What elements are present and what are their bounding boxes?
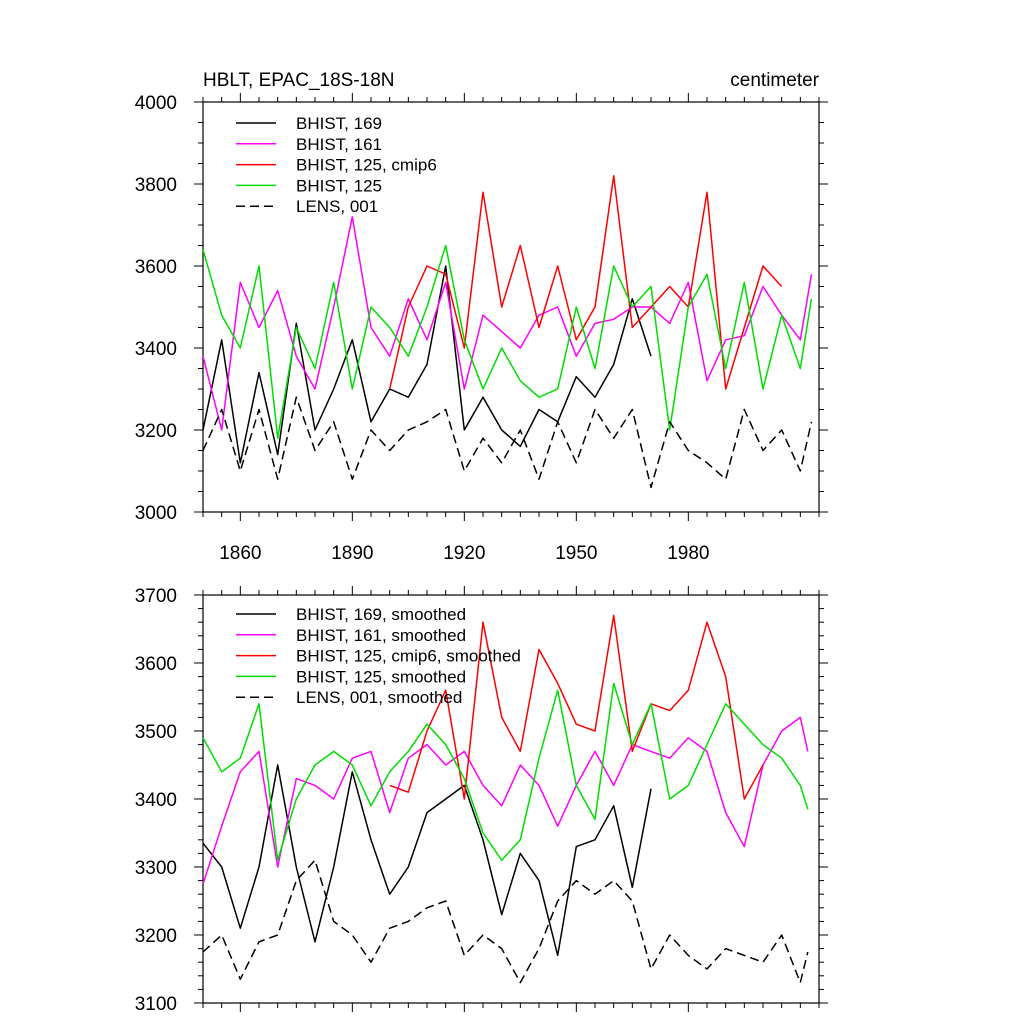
series-line-2	[389, 614, 764, 800]
y-tick-label: 3000	[135, 503, 177, 524]
legend-label: LENS, 001, smoothed	[296, 688, 462, 707]
y-tick-label: 3300	[135, 858, 177, 879]
legend-label: BHIST, 169, smoothed	[296, 605, 466, 624]
y-tick-label: 3600	[135, 257, 177, 278]
series-line-4	[202, 859, 809, 984]
series-line-1	[202, 216, 813, 431]
legend-label: BHIST, 125, smoothed	[296, 667, 466, 686]
x-tick-label: 1890	[331, 543, 373, 564]
legend-label: LENS, 001	[296, 197, 378, 216]
y-tick-label: 3700	[135, 586, 177, 607]
x-tick-label: 1860	[219, 543, 261, 564]
legend-label: BHIST, 125, cmip6, smoothed	[296, 647, 521, 666]
chart-title: HBLT, EPAC_18S-18N	[203, 70, 395, 91]
top-panel: HBLT, EPAC_18S-18N centimeter 1860 1890 1920…	[135, 70, 828, 564]
bottom-panel: 3100 3200 3300 3400 3500 3600 3700 BHIST, 169, …	[135, 586, 828, 1015]
x-tick-label: 1950	[555, 543, 597, 564]
y-tick-label: 3800	[135, 175, 177, 196]
series-line-3	[202, 682, 809, 861]
y-tick-label: 3100	[135, 994, 177, 1015]
legend-label: BHIST, 125, cmip6	[296, 156, 437, 175]
series-line-0	[202, 265, 652, 464]
x-tick-label: 1920	[443, 543, 485, 564]
y-tick-label: 3400	[135, 790, 177, 811]
legend-label: BHIST, 161	[296, 135, 382, 154]
y-tick-label: 3500	[135, 722, 177, 743]
x-tick-label: 1980	[667, 543, 709, 564]
legend-label: BHIST, 161, smoothed	[296, 626, 466, 645]
y-tick-label: 3200	[135, 421, 177, 442]
series-line-4	[202, 396, 813, 489]
series-line-1	[202, 716, 809, 885]
legend-label: BHIST, 169	[296, 114, 382, 133]
series-line-3	[202, 244, 813, 439]
legend-label: BHIST, 125	[296, 176, 382, 195]
series-line-0	[202, 764, 652, 957]
series-line-2	[388, 175, 783, 390]
y-tick-label: 3200	[135, 926, 177, 947]
y-tick-label: 3600	[135, 654, 177, 675]
y-tick-label: 3400	[135, 339, 177, 360]
units-label: centimeter	[730, 70, 819, 91]
y-tick-label: 4000	[135, 93, 177, 114]
